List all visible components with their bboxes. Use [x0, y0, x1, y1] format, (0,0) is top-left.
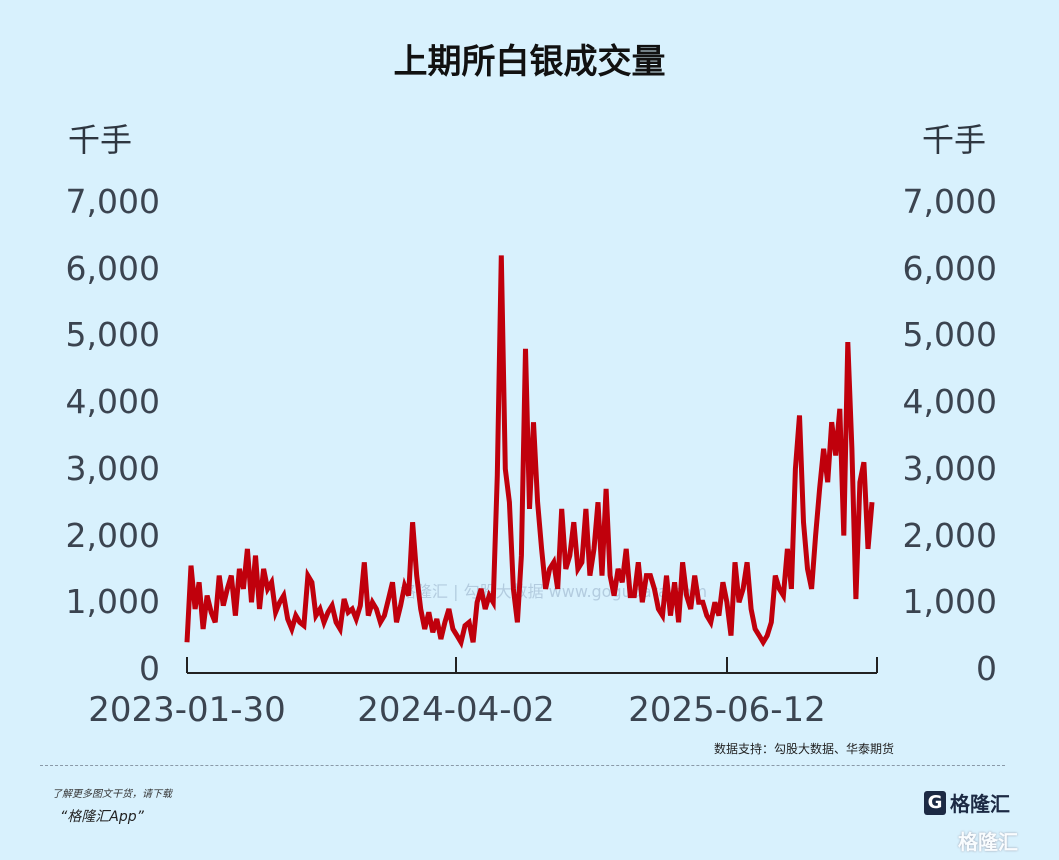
- y-tick-label: 7,000: [65, 182, 160, 221]
- x-tick-label: 2025-06-12: [628, 690, 826, 730]
- data-source: 数据支持：勾股大数据、华泰期货: [713, 742, 894, 756]
- y-tick-label: 5,000: [902, 315, 997, 355]
- y-tick-label: 1,000: [65, 582, 160, 622]
- promo-text: 了解更多图文干货，请下载: [52, 789, 172, 800]
- y-tick-label: 3,000: [65, 448, 160, 488]
- y-tick-label: 4,000: [902, 382, 997, 422]
- y-tick-label: 0: [139, 649, 160, 688]
- promo-app-name: “格隆汇App”: [60, 809, 144, 825]
- x-axis: [186, 657, 878, 674]
- x-tick-label: 2024-04-02: [357, 690, 555, 730]
- y-tick-label: 1,000: [902, 582, 997, 622]
- logo-text: 格隆汇: [950, 792, 1010, 816]
- y-tick-label: 6,000: [65, 248, 160, 288]
- chart-title: 上期所白银成交量: [393, 42, 666, 82]
- y-tick-label: 0: [976, 649, 997, 688]
- y-tick-label: 5,000: [65, 315, 160, 355]
- y-tick-label: 2,000: [65, 515, 160, 555]
- corner-watermark: 格隆汇: [958, 830, 1018, 854]
- volume-line: [184, 255, 875, 649]
- brand-logo: G 格隆汇: [924, 788, 1010, 817]
- y-tick-label: 2,000: [902, 515, 997, 555]
- y-tick-label: 7,000: [902, 182, 997, 221]
- logo-icon: G: [924, 790, 946, 815]
- divider: [40, 765, 1005, 766]
- y-axis-unit-left: 千手: [68, 121, 133, 159]
- y-tick-label: 4,000: [65, 382, 160, 422]
- y-tick-label: 6,000: [902, 248, 997, 288]
- x-tick-label: 2023-01-30: [88, 690, 286, 730]
- y-axis-unit-right: 千手: [922, 121, 987, 159]
- y-tick-label: 3,000: [902, 448, 997, 488]
